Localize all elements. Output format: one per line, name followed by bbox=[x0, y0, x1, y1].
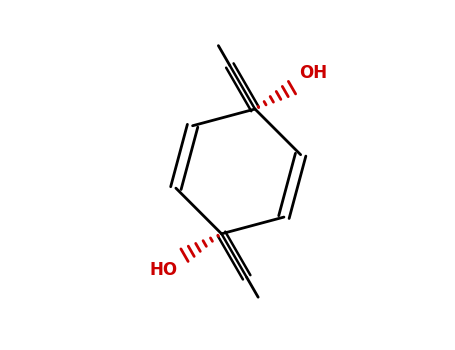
Text: HO: HO bbox=[149, 261, 177, 279]
Text: OH: OH bbox=[299, 64, 327, 82]
